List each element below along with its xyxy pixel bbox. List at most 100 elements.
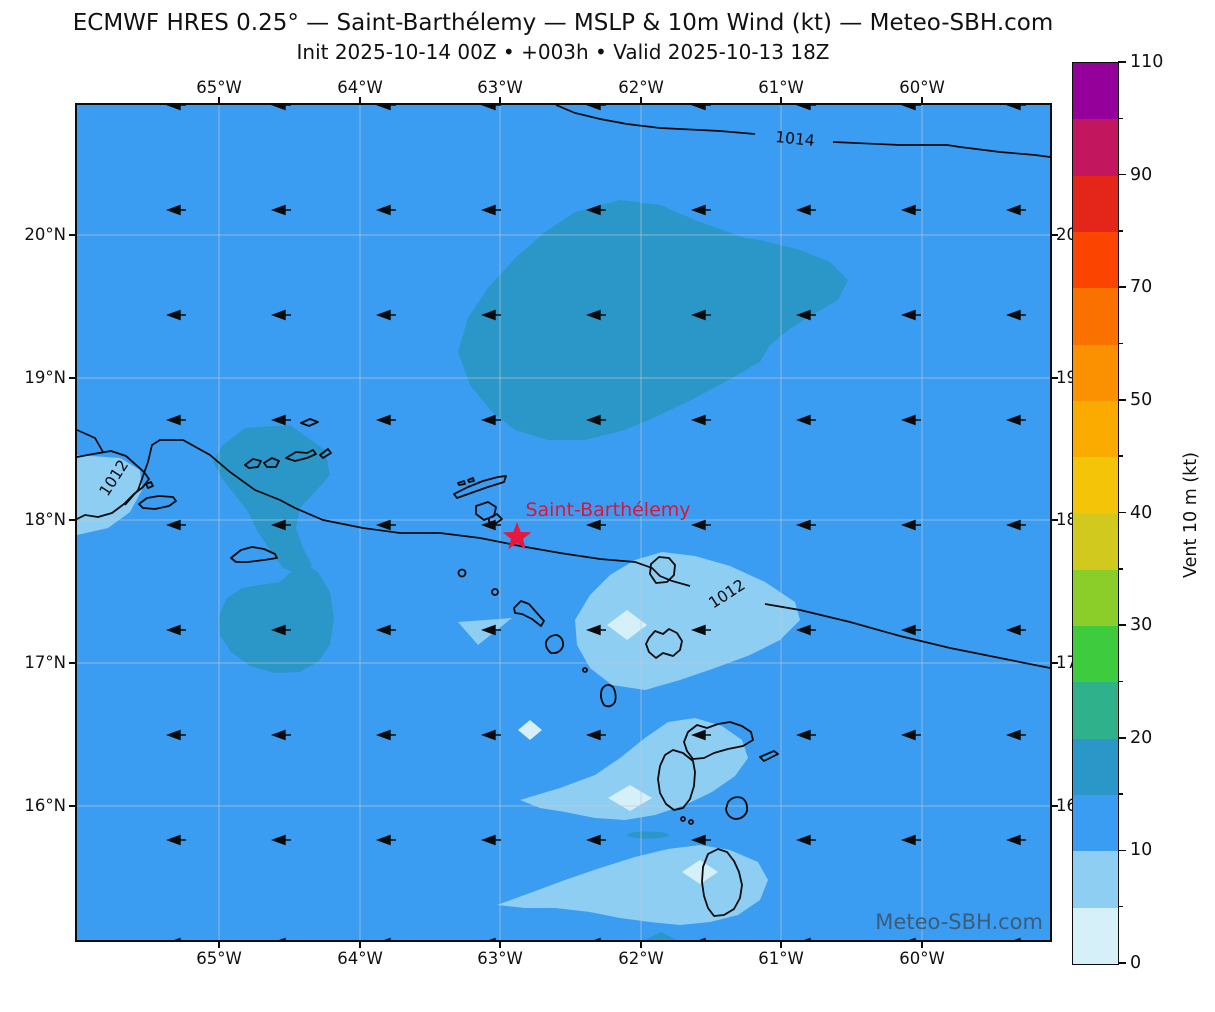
colorbar-tick-10 <box>1118 849 1126 852</box>
wind-arrow <box>585 414 606 426</box>
wind-arrow <box>690 204 711 216</box>
wind-arrow <box>690 105 711 111</box>
island-anegada <box>300 418 319 427</box>
wind-arrow <box>795 105 816 111</box>
colorbar-tick-90 <box>1118 173 1126 176</box>
wind-arrow <box>165 834 186 846</box>
island-redonda <box>582 667 588 673</box>
wind-arrow <box>585 624 606 636</box>
wind-arrow <box>489 937 496 940</box>
colorbar-segment-40-45kt <box>1073 456 1118 514</box>
wind-arrow <box>1005 519 1026 531</box>
map-canvas <box>77 105 1050 940</box>
wind-arrow <box>270 204 291 216</box>
lon-tick-top <box>499 97 501 103</box>
lon-label-top: 61°W <box>758 78 804 97</box>
wind-arrow <box>690 519 711 531</box>
wind-arrow <box>795 519 816 531</box>
colorbar-axis-label: Vent 10 m (kt) <box>1181 452 1201 578</box>
lon-label-top: 63°W <box>477 78 523 97</box>
wind-arrow <box>165 624 186 636</box>
wind-arrow <box>270 624 291 636</box>
wind-arrow <box>900 414 921 426</box>
colorbar-tick-15 <box>1118 793 1123 795</box>
island-culebra <box>145 481 154 489</box>
wind-arrow <box>165 414 186 426</box>
wind-arrow <box>900 204 921 216</box>
patch-puerto-rico-light <box>77 455 142 535</box>
wind-arrow <box>585 204 606 216</box>
wind-arrow <box>1014 937 1021 940</box>
patch-teal-sliver <box>627 831 669 839</box>
island-virgin-gorda <box>319 448 332 459</box>
wind-arrow <box>699 937 706 940</box>
wind-arrow <box>795 414 816 426</box>
wind-arrow <box>1005 729 1026 741</box>
colorbar-tick-80 <box>1118 230 1123 232</box>
colorbar-tick-110 <box>1118 61 1126 63</box>
lon-label-top: 62°W <box>618 78 664 97</box>
wind-arrow <box>690 414 711 426</box>
lat-tick-right <box>1052 377 1058 379</box>
patch-pale-diamond-4 <box>682 860 718 884</box>
patch-pale-diamond-1 <box>607 610 647 640</box>
wind-arrow <box>270 105 291 111</box>
wind-arrow <box>165 309 186 321</box>
isobar-1012-east <box>764 603 1050 669</box>
lat-tick-left <box>69 377 75 379</box>
wind-arrow <box>585 729 606 741</box>
wind-arrow <box>585 834 606 846</box>
wind-arrow <box>375 729 396 741</box>
wind-arrow <box>1005 309 1026 321</box>
colorbar-segment-20-25kt <box>1073 681 1118 739</box>
wind-arrow <box>690 624 711 636</box>
lon-tick-top <box>640 97 642 103</box>
patch-virgin-islands-b <box>219 560 334 673</box>
colorbar-tick-0 <box>1118 962 1126 964</box>
patch-small-triangle <box>458 618 512 645</box>
wind-arrow <box>480 624 501 636</box>
map-panel: Saint-Barthélemy Meteo-SBH.com 1014 1012 1… <box>75 103 1052 942</box>
lon-label-top: 65°W <box>196 78 242 97</box>
lat-label-left: 18°N <box>24 510 66 529</box>
wind-arrow <box>900 309 921 321</box>
colorbar-tick-100 <box>1118 117 1123 120</box>
wind-arrow <box>585 105 606 111</box>
star-marker <box>502 522 532 550</box>
lon-tick-bottom <box>640 942 642 948</box>
colorbar-segment-5-10kt <box>1073 850 1118 908</box>
wind-arrow <box>375 204 396 216</box>
island-saba <box>457 568 467 578</box>
colorbar-tick-label-40: 40 <box>1130 502 1153 523</box>
wind-arrow <box>375 624 396 636</box>
shade-15-20kt <box>213 200 848 940</box>
lon-label-bottom: 65°W <box>196 949 242 968</box>
colorbar-tick-70 <box>1118 286 1126 289</box>
page-subtitle: Init 2025-10-14 00Z • +003h • Valid 2025… <box>296 40 830 64</box>
wind-arrow <box>1005 414 1026 426</box>
lon-tick-top <box>218 97 220 103</box>
wind-arrow <box>480 519 501 531</box>
lon-tick-bottom <box>359 942 361 948</box>
colorbar-segment-70-80kt <box>1073 231 1118 289</box>
island-antigua <box>645 628 683 659</box>
colorbar-tick-60 <box>1118 342 1123 345</box>
colorbar-tick-30 <box>1118 624 1126 626</box>
lat-tick-left <box>69 234 75 236</box>
island-tortola <box>285 449 317 462</box>
lon-tick-bottom <box>921 942 923 948</box>
colorbar-tick-label-20: 20 <box>1130 727 1153 748</box>
island-anguilla <box>453 475 507 499</box>
wind-arrow <box>375 414 396 426</box>
island-st-john <box>263 457 280 468</box>
colorbar-tick-label-30: 30 <box>1130 615 1153 636</box>
colorbar-tick-label-70: 70 <box>1130 277 1153 298</box>
wind-arrow <box>480 105 501 111</box>
colorbar-segment-15-20kt <box>1073 738 1118 796</box>
wind-arrow <box>270 309 291 321</box>
wind-arrow <box>795 204 816 216</box>
islet-scrub <box>467 477 475 483</box>
wind-arrow <box>690 309 711 321</box>
colorbar <box>1072 62 1119 965</box>
watermark: Meteo-SBH.com <box>875 910 1043 934</box>
